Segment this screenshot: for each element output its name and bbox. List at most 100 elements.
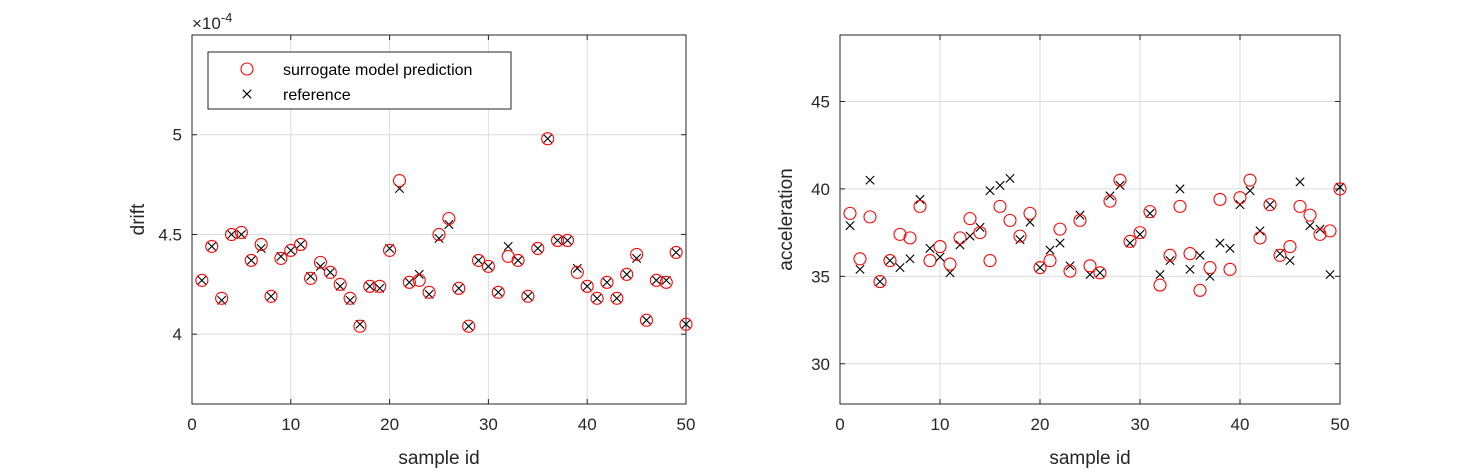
prediction-point	[590, 291, 604, 305]
reference-point	[434, 233, 444, 244]
reference-point	[246, 255, 256, 265]
reference-point	[1335, 182, 1345, 192]
prediction-point	[1173, 199, 1187, 213]
prediction-point	[630, 247, 644, 261]
prediction-point	[1293, 199, 1307, 213]
prediction-point	[1113, 173, 1127, 187]
reference-point	[1145, 208, 1155, 218]
prediction-point	[983, 254, 997, 268]
reference-point	[1205, 271, 1215, 281]
reference-point	[582, 281, 592, 291]
prediction-point	[679, 317, 693, 331]
reference-point	[404, 277, 414, 287]
reference-point	[865, 175, 875, 185]
reference-point	[855, 264, 865, 274]
prediction-point	[1203, 261, 1217, 275]
prediction-point	[383, 243, 397, 257]
prediction-point	[863, 210, 877, 224]
prediction-point	[1283, 240, 1297, 254]
prediction-point	[620, 267, 634, 281]
reference-point	[905, 254, 915, 264]
reference-point	[1055, 238, 1065, 248]
prediction-point	[313, 255, 327, 269]
reference-point	[523, 291, 533, 301]
prediction-point	[1313, 227, 1327, 241]
prediction-point	[1073, 213, 1087, 227]
reference-point	[975, 222, 985, 232]
reference-point	[1185, 264, 1195, 274]
prediction-point	[343, 291, 357, 305]
reference-point	[493, 287, 503, 297]
prediction-point	[274, 251, 288, 265]
reference-point	[256, 243, 266, 254]
reference-point	[955, 240, 965, 250]
y-tick-label: 35	[811, 267, 830, 286]
x-tick-label: 10	[931, 415, 950, 434]
y-tick-label: 40	[811, 180, 830, 199]
reference-point	[671, 247, 681, 257]
reference-point	[612, 293, 622, 303]
legend-cross-marker	[242, 89, 252, 99]
prediction-point	[551, 233, 565, 247]
reference-point	[1295, 177, 1305, 187]
prediction-point	[373, 279, 387, 293]
reference-point	[632, 253, 642, 263]
prediction-point	[333, 277, 347, 291]
reference-point	[915, 194, 925, 204]
prediction-point	[843, 206, 857, 220]
prediction-point	[1153, 278, 1167, 292]
prediction-point	[1083, 259, 1097, 273]
reference-point	[473, 255, 484, 265]
reference-point	[945, 268, 955, 278]
reference-point	[1035, 263, 1045, 273]
prediction-point	[244, 253, 258, 267]
drift-chart: 0 10 20 30 40 50 4 4.5 5 sample id drift ×10-4 surro…	[128, 10, 695, 469]
reference-point	[1315, 224, 1325, 234]
prediction-point	[943, 257, 957, 271]
reference-point	[1175, 184, 1185, 194]
reference-point	[1255, 226, 1265, 236]
reference-point	[226, 229, 237, 240]
prediction-point	[432, 227, 446, 242]
prediction-point	[521, 289, 535, 303]
y-tick-label: 45	[811, 92, 830, 111]
y-tick-label: 4	[173, 325, 182, 344]
x-tick-label: 0	[187, 415, 196, 434]
plot-area	[839, 34, 1341, 405]
legend-label-reference: reference	[283, 87, 351, 104]
y-tick-label: 30	[811, 355, 830, 374]
y-tick-label: 4.5	[158, 225, 182, 244]
prediction-point	[1063, 264, 1077, 278]
prediction-point	[1273, 248, 1287, 262]
reference-point	[1245, 186, 1255, 196]
prediction-point	[913, 199, 927, 213]
prediction-point	[1143, 205, 1157, 219]
prediction-point	[1103, 194, 1117, 208]
reference-point	[985, 186, 995, 196]
reference-point	[572, 263, 582, 273]
prediction-point	[1003, 213, 1017, 227]
prediction-point	[993, 199, 1007, 213]
reference-point	[1025, 217, 1035, 227]
legend-label-prediction: surrogate model prediction	[283, 62, 472, 79]
prediction-point	[933, 240, 947, 254]
reference-point	[513, 255, 523, 265]
reference-point	[935, 252, 945, 262]
prediction-point	[923, 254, 937, 268]
reference-point	[602, 277, 612, 287]
x-tick-label: 0	[835, 415, 844, 434]
reference-point	[845, 221, 855, 231]
prediction-point	[215, 291, 229, 305]
x-tick-label: 20	[1031, 415, 1050, 434]
reference-point	[1215, 238, 1225, 248]
prediction-point	[883, 254, 897, 268]
reference-point	[1225, 243, 1235, 253]
reference-point	[1235, 200, 1245, 210]
prediction-point	[452, 281, 466, 295]
prediction-point	[1303, 208, 1317, 222]
prediction-point	[294, 237, 308, 251]
prediction-point	[323, 265, 337, 279]
prediction-point	[1243, 173, 1257, 187]
reference-point	[454, 283, 464, 293]
reference-point	[1275, 249, 1285, 259]
